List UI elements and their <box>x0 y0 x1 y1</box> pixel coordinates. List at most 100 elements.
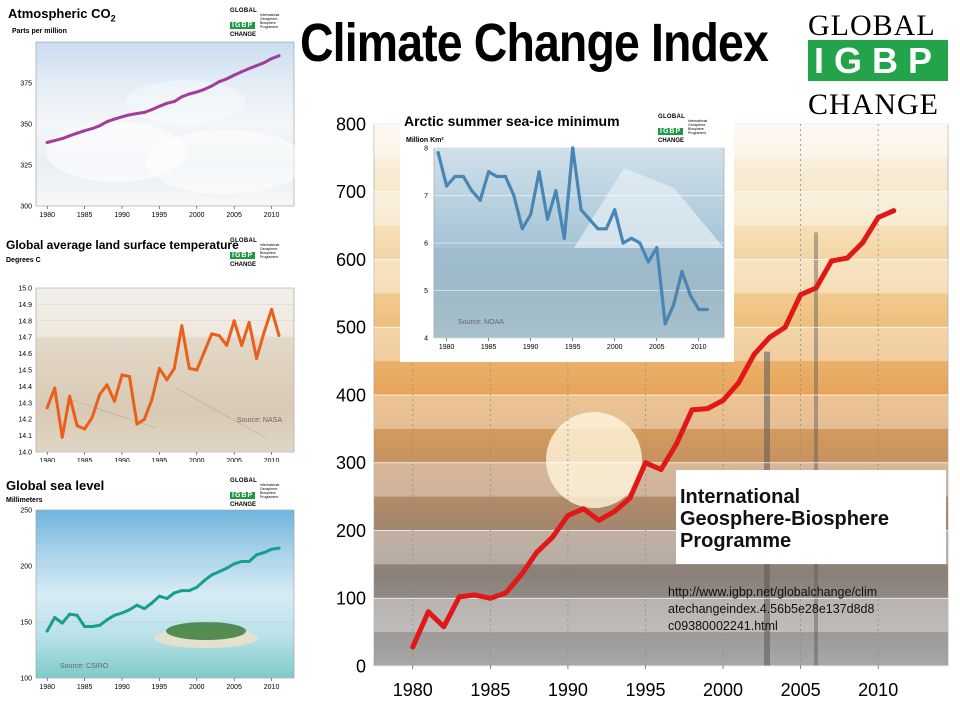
data-point <box>232 319 236 323</box>
x-tick-label: 1990 <box>523 344 539 351</box>
sun-shape <box>546 412 642 509</box>
data-point <box>127 375 131 379</box>
data-point <box>663 322 667 326</box>
data-point <box>441 624 447 630</box>
data-point <box>262 330 266 334</box>
data-point <box>689 407 695 413</box>
data-point <box>472 592 478 598</box>
x-tick-label: 1990 <box>548 680 588 700</box>
y-tick-label: 5 <box>424 288 428 295</box>
data-point <box>658 467 664 473</box>
data-point <box>172 100 176 104</box>
data-point <box>135 112 139 116</box>
data-point <box>217 570 221 574</box>
data-point <box>596 517 602 523</box>
data-point <box>45 629 49 633</box>
y-tick-label: 500 <box>336 318 366 338</box>
data-point <box>187 589 191 593</box>
data-point <box>782 324 788 330</box>
data-point <box>180 95 184 99</box>
y-tick-label: 200 <box>20 563 32 570</box>
data-point <box>232 73 236 77</box>
data-point <box>157 594 161 598</box>
data-point <box>113 399 117 403</box>
band-stripe <box>374 598 948 633</box>
data-point <box>478 198 482 202</box>
x-tick-label: 1990 <box>114 212 130 219</box>
sea-chart: 100 150 200 250 1980 1985 1990 1995 2000 2005 2010… <box>20 507 295 691</box>
data-point <box>487 595 493 601</box>
data-point <box>436 151 440 155</box>
data-point <box>751 351 757 357</box>
x-tick-label: 2010 <box>858 680 898 700</box>
data-point <box>75 131 79 135</box>
data-point <box>60 137 64 141</box>
temp-chart: 14.0 14.1 14.2 14.3 14.4 14.5 14.6 14.7 14.8 14.9… <box>18 285 295 462</box>
x-tick-label: 2005 <box>781 680 821 700</box>
y-tick-label: 15.0 <box>18 285 32 292</box>
data-point <box>638 241 642 245</box>
x-tick-label: 1995 <box>565 344 581 351</box>
small-logo: GLOBAL IGBP CHANGE International Geosphere… <box>658 114 708 144</box>
data-point <box>646 260 650 264</box>
data-point <box>172 591 176 595</box>
data-point <box>453 174 457 179</box>
data-point <box>98 623 102 627</box>
ice-title: Arctic summer sea-ice minimum <box>404 113 620 129</box>
data-point <box>90 624 94 628</box>
data-point <box>270 57 274 61</box>
x-tick-label: 2010 <box>264 458 280 462</box>
data-point <box>180 324 184 328</box>
data-point <box>277 546 281 550</box>
data-point <box>240 343 244 347</box>
y-tick-label: 14.7 <box>18 335 32 342</box>
data-point <box>604 227 608 231</box>
igbp-url-link[interactable]: http://www.igbp.net/globalchange/climate… <box>668 585 878 633</box>
y-tick-label: 0 <box>356 656 366 676</box>
co2-unit: Parts per million <box>12 28 67 35</box>
y-tick-label: 350 <box>20 121 32 128</box>
iceberg-shape <box>574 168 724 248</box>
data-point <box>277 334 281 338</box>
y-tick-label: 375 <box>20 80 32 87</box>
x-tick-label: 2010 <box>264 212 280 219</box>
data-point <box>105 618 109 622</box>
data-point <box>705 406 711 412</box>
data-point <box>720 397 726 403</box>
data-point <box>120 611 124 615</box>
data-point <box>113 613 117 617</box>
y-tick-label: 14.0 <box>18 449 32 456</box>
data-point <box>255 553 259 557</box>
igbp-name-line2: Geosphere-Biosphere <box>680 508 889 530</box>
data-point <box>456 594 462 600</box>
data-point <box>127 113 131 117</box>
x-tick-label: 2005 <box>226 458 242 462</box>
data-point <box>83 427 87 431</box>
data-point <box>798 292 804 298</box>
data-point <box>150 108 154 112</box>
data-point <box>105 120 109 124</box>
data-point <box>157 366 161 370</box>
data-point <box>142 607 146 611</box>
y-tick-label: 100 <box>20 675 32 682</box>
data-point <box>262 551 266 555</box>
data-point <box>461 174 466 179</box>
data-point <box>210 84 214 88</box>
data-point <box>655 246 659 250</box>
x-tick-label: 2000 <box>189 212 205 219</box>
data-point <box>90 127 94 131</box>
x-tick-label: 1980 <box>39 684 55 691</box>
y-tick-label: 14.5 <box>18 367 32 374</box>
temp-unit: Degrees C <box>6 257 41 264</box>
igbp-name-box: International Geosphere-Biosphere Progra… <box>676 470 946 564</box>
x-tick-label: 1990 <box>114 458 130 462</box>
data-point <box>105 383 109 387</box>
data-point <box>611 509 617 515</box>
y-tick-label: 4 <box>424 335 428 342</box>
ice-unit: Million Km² <box>406 137 444 144</box>
data-point <box>613 208 617 212</box>
series-line <box>410 208 897 650</box>
x-tick-label: 1985 <box>77 212 93 219</box>
data-point <box>60 435 64 439</box>
data-point <box>210 573 214 577</box>
